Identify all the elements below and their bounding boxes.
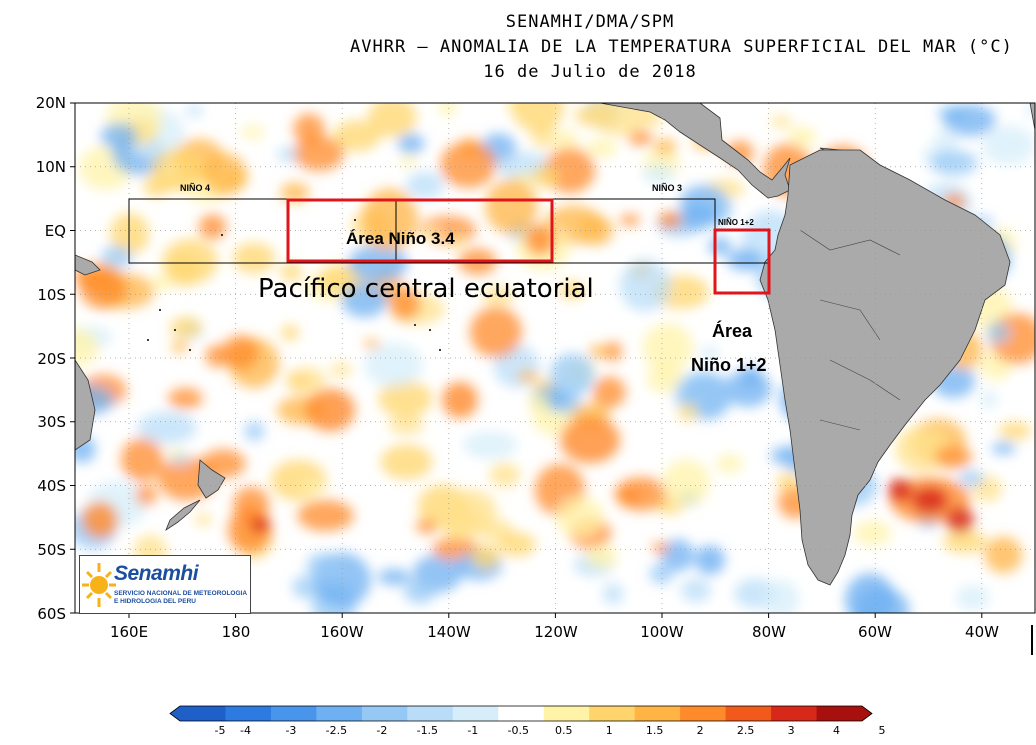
colorbar-tick-label: -1.5 (416, 724, 439, 737)
lon-label: 120W (534, 623, 578, 641)
lon-label: 40W (965, 623, 999, 641)
colorbar-tick-label: -0.5 (507, 724, 529, 737)
nino3-label: NIÑO 3 (652, 183, 683, 193)
nino12-small-label: NIÑO 1+2 (718, 218, 754, 227)
lat-label: 40S (37, 477, 66, 495)
australia-edge (75, 359, 96, 451)
lat-label: EQ (44, 222, 66, 240)
colorbar-tick-label: 3 (787, 724, 795, 737)
nino4-label: NIÑO 4 (180, 183, 211, 193)
graticule (75, 103, 1035, 613)
logo-subtitle: SERVICIO NACIONAL DE METEOROLOGIA E HIDR… (114, 590, 247, 605)
central-america (599, 103, 791, 199)
new-zealand-north (197, 459, 226, 499)
nino12-area-annotation-line2: Niño 1+2 (691, 355, 767, 375)
colorbar-tick-label: -2.5 (325, 724, 348, 737)
land-masses (75, 103, 1035, 586)
lon-label: 100W (640, 623, 684, 641)
lat-label: 10N (35, 158, 66, 176)
nino34-highlight (286, 198, 554, 263)
highlight-boxes (286, 198, 771, 295)
title-line-1: SENAMHI/DMA/SPM (505, 12, 675, 32)
lat-label: 20N (35, 94, 66, 112)
lat-label: 60S (37, 605, 66, 623)
lon-label: 60W (858, 623, 892, 641)
colorbar-tick-label: -4 (239, 724, 251, 737)
lat-label: 50S (37, 541, 66, 559)
lon-label: 80W (752, 623, 786, 641)
axis-ticks (70, 102, 983, 618)
nino12-highlight (713, 228, 771, 295)
colorbar-tick-label: 4 (833, 724, 841, 737)
title-line-3: 16 de Julio de 2018 (483, 62, 697, 82)
colorbar-tick-label: 1 (605, 724, 613, 737)
new-zealand-south (165, 499, 201, 532)
central-pacific-annotation: Pacífico central ecuatorial (258, 274, 594, 304)
colorbar-tick-label: -5 (214, 724, 226, 737)
nino12-area-annotation-line1: Área (712, 321, 753, 341)
nino34-area-annotation: Área Niño 3.4 (346, 229, 455, 248)
colorbar-tick-label: -3 (285, 724, 297, 737)
lon-label: 160W (320, 623, 364, 641)
colorbar-tick-label: 5 (878, 724, 886, 737)
colorbar-tick-label: -2 (376, 724, 388, 737)
colorbar-tick-label: 2.5 (736, 724, 755, 737)
colorbar-tick-label: 2 (696, 724, 704, 737)
lon-label: 140W (427, 623, 471, 641)
colorbar-tick-label: 1.5 (645, 724, 664, 737)
colorbar-tick-label: 0.5 (554, 724, 573, 737)
logo-name: Senamhi (114, 562, 199, 585)
senamhi-logo: Senamhi SERVICIO NACIONAL DE METEOROLOGI… (79, 555, 251, 614)
island-dots (147, 219, 441, 351)
lon-label: 180 (221, 623, 251, 641)
lat-label: 20S (37, 350, 66, 368)
lat-label: 30S (37, 413, 66, 431)
title-line-2: AVHRR – ANOMALIA DE LA TEMPERATURA SUPER… (350, 37, 1013, 57)
sun-icon (82, 563, 116, 607)
colorbar-tick-label: -1 (467, 724, 479, 737)
south-america (759, 149, 1011, 586)
lon-label: 160E (109, 623, 149, 641)
lat-label: 10S (37, 286, 66, 304)
